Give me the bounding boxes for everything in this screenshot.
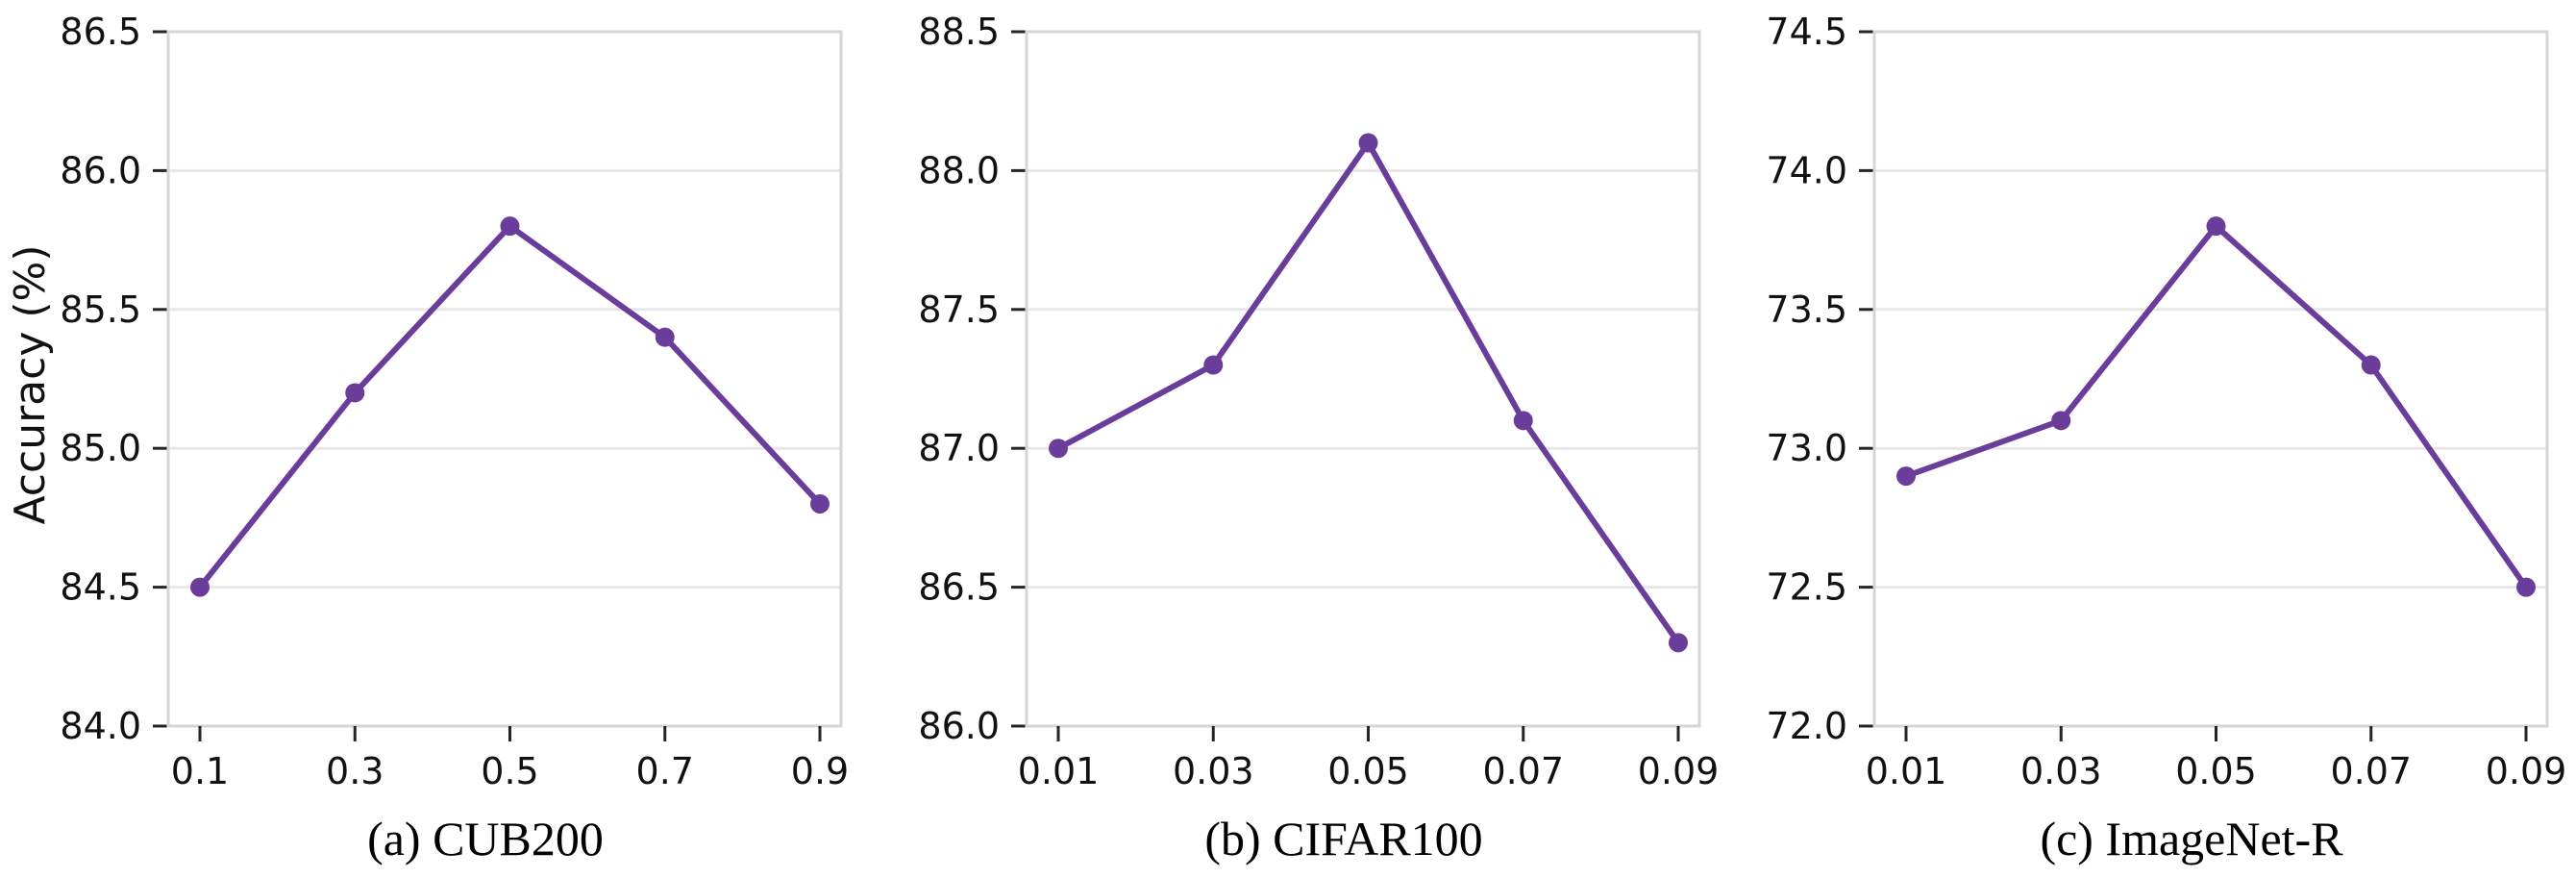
x-tick-label: 0.05 bbox=[2175, 750, 2257, 792]
x-tick-label: 0.3 bbox=[326, 750, 384, 792]
subplot-cub200: 84.0 84.5 85.0 85.5 86.0 86.5 0.1 0.3 0.5 0.7 0.9 … bbox=[0, 0, 858, 878]
data-line bbox=[1903, 223, 2529, 590]
data-point bbox=[810, 493, 830, 514]
x-tick-label: 0.1 bbox=[171, 750, 229, 792]
x-tick-label: 0.01 bbox=[1018, 750, 1100, 792]
x-tick-label: 0.05 bbox=[1327, 750, 1409, 792]
data-line bbox=[197, 223, 823, 590]
y-tick-label: 88.5 bbox=[918, 11, 1000, 53]
plot-border bbox=[1025, 30, 1701, 728]
y-tick-label: 84.5 bbox=[60, 566, 141, 609]
data-point bbox=[1358, 133, 1378, 153]
data-line bbox=[1055, 139, 1681, 646]
y-tick-label: 85.0 bbox=[60, 427, 141, 469]
chart-cifar100-canvas: 86.0 86.5 87.0 87.5 88.0 88.5 0.01 0.03 0.05 0.07… bbox=[918, 11, 1717, 792]
data-point bbox=[1203, 355, 1224, 375]
x-tick-label: 0.01 bbox=[1866, 750, 1947, 792]
y-tick-label: 84.0 bbox=[60, 705, 141, 747]
x-tick-label: 0.9 bbox=[791, 750, 849, 792]
subplot-imagenet-r: 72.0 72.5 73.0 73.5 74.0 74.5 0.01 0.03 0.05 0.07… bbox=[1706, 0, 2576, 878]
y-tick-label: 72.0 bbox=[1766, 705, 1847, 747]
caption-cifar100: (b) CIFAR100 bbox=[1204, 812, 1483, 865]
data-point bbox=[2361, 355, 2381, 375]
data-point bbox=[2206, 216, 2226, 237]
y-axis-label: Accuracy (%) bbox=[6, 244, 55, 525]
y-tick-label: 86.5 bbox=[918, 566, 1000, 609]
plot-border bbox=[1872, 30, 2549, 728]
data-point bbox=[345, 383, 365, 403]
x-tick-label: 0.09 bbox=[1638, 750, 1717, 792]
x-tick-label: 0.03 bbox=[1173, 750, 1254, 792]
data-point bbox=[1049, 439, 1068, 459]
y-tick-label: 87.0 bbox=[918, 427, 1000, 469]
data-point bbox=[190, 577, 210, 597]
x-tick-label: 0.03 bbox=[2020, 750, 2102, 792]
chart-imagenet-r-canvas: 72.0 72.5 73.0 73.5 74.0 74.5 0.01 0.03 0.05 0.07… bbox=[1766, 11, 2567, 792]
y-tick-label: 86.5 bbox=[60, 11, 141, 53]
x-tick-label: 0.07 bbox=[2330, 750, 2412, 792]
x-tick-label: 0.07 bbox=[1482, 750, 1564, 792]
plot-border bbox=[166, 30, 843, 728]
y-tick-label: 73.0 bbox=[1766, 427, 1847, 469]
y-tick-label: 85.5 bbox=[60, 288, 141, 331]
y-tick-label: 74.0 bbox=[1766, 149, 1847, 191]
x-tick-label: 0.09 bbox=[2486, 750, 2567, 792]
data-point bbox=[1896, 466, 1916, 487]
data-point bbox=[2516, 577, 2536, 597]
chart-cub200-canvas: 84.0 84.5 85.0 85.5 86.0 86.5 0.1 0.3 0.5 0.7 0.9 bbox=[60, 11, 849, 792]
caption-cub200: (a) CUB200 bbox=[367, 812, 604, 865]
subplot-cifar100: 86.0 86.5 87.0 87.5 88.0 88.5 0.01 0.03 0.05 0.07… bbox=[858, 0, 1717, 878]
x-tick-label: 0.5 bbox=[481, 750, 538, 792]
caption-imagenet-r: (c) ImageNet-R bbox=[2040, 812, 2343, 865]
y-tick-label: 86.0 bbox=[918, 705, 1000, 747]
y-tick-label: 73.5 bbox=[1766, 288, 1847, 331]
y-tick-label: 86.0 bbox=[60, 149, 141, 191]
data-point bbox=[500, 216, 520, 237]
x-tick-label: 0.7 bbox=[636, 750, 694, 792]
data-point bbox=[2051, 411, 2071, 431]
y-tick-label: 87.5 bbox=[918, 288, 1000, 331]
y-tick-label: 88.0 bbox=[918, 149, 1000, 191]
data-point bbox=[1513, 411, 1533, 431]
data-point bbox=[1669, 633, 1688, 653]
y-tick-label: 74.5 bbox=[1766, 11, 1847, 53]
data-point bbox=[655, 327, 675, 347]
y-tick-label: 72.5 bbox=[1766, 566, 1847, 609]
